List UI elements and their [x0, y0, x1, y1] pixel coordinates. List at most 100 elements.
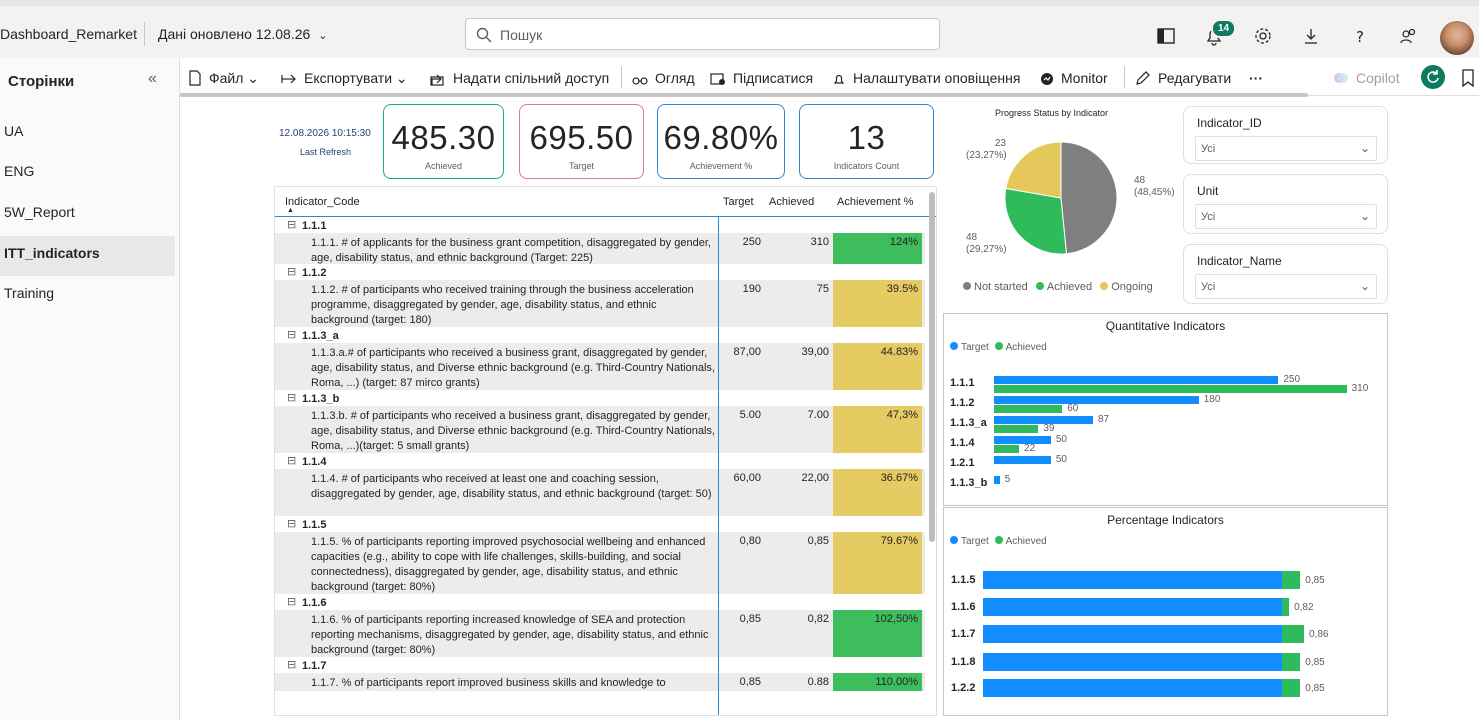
bookmark-icon[interactable]: [1461, 69, 1475, 87]
refresh-dropdown[interactable]: Дані оновлено 12.08.26 ⌄: [158, 26, 328, 42]
column-header-achieved[interactable]: Achieved: [769, 196, 815, 208]
slicer-dropdown[interactable]: Усі ⌄: [1195, 274, 1377, 299]
table-group-row[interactable]: ⊟ 1.1.6: [275, 594, 925, 610]
table-row[interactable]: 1.1.3.a.# of participants who received a…: [275, 343, 925, 390]
column-header-achievement[interactable]: Achievement %: [837, 196, 914, 208]
target-bar[interactable]: [983, 653, 1282, 671]
download-icon[interactable]: [1301, 26, 1321, 46]
app-title[interactable]: Dashboard_Remarket: [0, 26, 137, 42]
kpi-card-indicators-count[interactable]: 13 Indicators Count: [799, 104, 934, 179]
collapse-icon[interactable]: ⊟: [287, 518, 297, 530]
view-menu[interactable]: Огляд: [632, 70, 695, 86]
search-box[interactable]: Пошук: [465, 18, 940, 50]
table-scrollbar[interactable]: [929, 192, 935, 542]
legend-target[interactable]: Target: [961, 342, 989, 353]
table-group-row[interactable]: ⊟ 1.1.1: [275, 217, 925, 233]
target-bar[interactable]: [994, 376, 1279, 384]
more-button[interactable]: ···: [1249, 70, 1263, 86]
collapse-icon[interactable]: ⊟: [287, 455, 297, 467]
table-row[interactable]: 1.1.4. # of participants who received at…: [275, 469, 925, 516]
subscribe-button[interactable]: Підписатися: [710, 70, 813, 86]
table-row[interactable]: 1.1.3.b. # of participants who received …: [275, 406, 925, 453]
target-bar[interactable]: [983, 625, 1282, 643]
pie-slice-achieved[interactable]: [1004, 187, 1067, 255]
page-item-itt-indicators[interactable]: ITT_indicators: [0, 236, 175, 276]
legend-target[interactable]: Target: [961, 536, 989, 547]
chart-legend: Target Achieved: [950, 536, 1047, 547]
page-item-5w-report[interactable]: 5W_Report: [4, 204, 75, 220]
target-bar[interactable]: [994, 396, 1199, 404]
gear-icon[interactable]: [1253, 26, 1273, 46]
copilot-button[interactable]: Copilot: [1333, 70, 1400, 86]
avatar[interactable]: [1440, 21, 1474, 55]
page-item-eng[interactable]: ENG: [4, 163, 35, 179]
table-group-row[interactable]: ⊟ 1.1.7: [275, 657, 925, 673]
target-bar[interactable]: [983, 598, 1282, 616]
legend-achieved[interactable]: Achieved: [1005, 536, 1047, 547]
monitor-icon: [1041, 73, 1053, 85]
page-item-training[interactable]: Training: [4, 285, 55, 301]
achieved-bar[interactable]: [994, 405, 1063, 413]
slicer-dropdown[interactable]: Усі ⌄: [1195, 204, 1377, 229]
file-menu[interactable]: Файл ⌄: [188, 70, 259, 87]
legend-achieved[interactable]: Achieved: [1005, 342, 1047, 353]
collapse-icon[interactable]: ⊟: [287, 329, 297, 341]
collapse-icon[interactable]: ⊟: [287, 596, 297, 608]
target-bar[interactable]: [994, 416, 1093, 424]
page-item-ua[interactable]: UA: [4, 123, 24, 139]
panel-toggle-icon[interactable]: [1156, 26, 1176, 46]
horizontal-scrollbar[interactable]: [180, 93, 1308, 97]
target-bar[interactable]: [983, 571, 1282, 589]
kpi-card-achievement-pct[interactable]: 69.80% Achievement %: [657, 104, 785, 179]
progress-pie-chart[interactable]: [1003, 140, 1119, 256]
legend-achieved[interactable]: Achieved: [1046, 281, 1093, 293]
collapse-icon[interactable]: ⊟: [287, 219, 297, 231]
chart-legend: Target Achieved: [950, 342, 1047, 353]
column-header-target[interactable]: Target: [723, 196, 754, 208]
quantitative-indicators-chart[interactable]: Quantitative Indicators Target Achieved …: [943, 313, 1388, 506]
table-group-row[interactable]: ⊟ 1.1.2: [275, 264, 925, 280]
table-row[interactable]: 1.1.7. % of participants report improved…: [275, 673, 925, 691]
collapse-icon[interactable]: ⊟: [287, 659, 297, 671]
target-bar[interactable]: [983, 679, 1282, 697]
legend-ongoing[interactable]: Ongoing: [1111, 281, 1153, 293]
table-group-row[interactable]: ⊟ 1.1.5: [275, 516, 925, 532]
table-row[interactable]: 1.1.1. # of applicants for the business …: [275, 233, 925, 264]
alerts-button[interactable]: Налаштувати оповіщення: [832, 70, 1020, 86]
monitor-button[interactable]: Monitor: [1040, 70, 1108, 86]
people-icon[interactable]: [1399, 26, 1419, 46]
table-row[interactable]: 1.1.2. # of participants who received tr…: [275, 280, 925, 327]
edit-button[interactable]: Редагувати: [1135, 70, 1231, 86]
table-group-row[interactable]: ⊟ 1.1.3_b: [275, 390, 925, 406]
table-row[interactable]: 1.1.5. % of participants reporting impro…: [275, 532, 925, 594]
legend-not-started[interactable]: Not started: [974, 281, 1028, 293]
data-label: 0,82: [1294, 602, 1314, 613]
indicators-table[interactable]: Indicator_Code ▲ Target Achieved Achieve…: [274, 186, 937, 716]
collapse-icon[interactable]: «: [148, 70, 157, 87]
target-bar[interactable]: [994, 436, 1051, 444]
kpi-card-target[interactable]: 695.50 Target: [519, 104, 644, 179]
achieved-bar[interactable]: [994, 445, 1020, 453]
share-button[interactable]: Надати спільний доступ: [430, 70, 609, 86]
target-bar[interactable]: [994, 476, 1000, 484]
collapse-icon[interactable]: ⊟: [287, 266, 297, 278]
help-icon[interactable]: ?: [1350, 26, 1370, 46]
pie-slice-not-started[interactable]: [1060, 141, 1118, 255]
pie-slice-ongoing[interactable]: [1005, 141, 1062, 199]
refresh-icon[interactable]: [1421, 65, 1445, 89]
table-group-row[interactable]: ⊟ 1.1.3_a: [275, 327, 925, 343]
achievement-pct: 44.83%: [833, 343, 922, 390]
target-bar[interactable]: [994, 456, 1051, 464]
kpi-card-achieved[interactable]: 485.30 Achieved: [383, 104, 504, 179]
search-input[interactable]: Пошук: [500, 27, 543, 43]
achievement-pct: 124%: [833, 233, 922, 264]
slicer-dropdown[interactable]: Усі ⌄: [1195, 136, 1377, 161]
table-group-row[interactable]: ⊟ 1.1.4: [275, 453, 925, 469]
percentage-indicators-chart[interactable]: Percentage Indicators Target Achieved 1.…: [943, 507, 1388, 716]
collapse-icon[interactable]: ⊟: [287, 392, 297, 404]
table-row[interactable]: 1.1.6. % of participants reporting incre…: [275, 610, 925, 657]
achieved-bar[interactable]: [994, 385, 1347, 393]
achieved-bar[interactable]: [994, 425, 1039, 433]
column-header-code[interactable]: Indicator_Code: [285, 196, 360, 208]
export-menu[interactable]: Експортувати ⌄: [281, 70, 408, 87]
